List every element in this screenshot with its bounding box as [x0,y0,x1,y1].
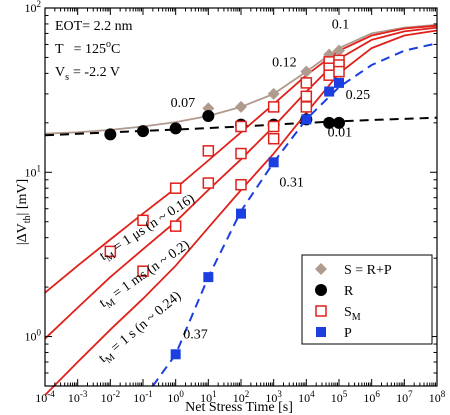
x-tick-label: 100 [167,389,184,405]
y-tick-label: 102 [25,0,42,15]
point-p [236,208,246,219]
point-sm [235,147,247,160]
x-tick-label: 106 [363,389,380,405]
x-tick-label: 105 [331,389,348,405]
axis-ticks [44,7,438,387]
exponent-annotation: 0.07 [171,96,196,111]
legend-marker-sm [315,305,327,317]
point-r [323,116,336,129]
point-p [268,157,279,168]
x-axis-label: Net Stress Time [s] [185,400,293,415]
x-tick-label: 10-4 [35,389,55,405]
legend-label-sm: SM [344,305,361,323]
point-sm [235,120,247,133]
conditions-block: EOT= 2.2 nm T = 125oC Vs = -2.2 V [55,19,133,83]
x-tick-label: 10-2 [101,389,121,405]
point-p [324,86,335,97]
point-sm [267,101,280,113]
legend-label-s-rp: S = R+P [344,263,392,278]
point-sm [104,245,117,258]
x-tick-label: 104 [298,389,315,405]
exponent-annotation: 0.1 [332,18,350,33]
point-sm [267,132,280,145]
x-tick-label: 103 [265,389,282,405]
x-tick-label: 10-3 [68,389,88,405]
point-s-rp [300,65,313,78]
point-sm [202,145,215,157]
legend: S = R+P R SM P [301,254,433,345]
vs-condition: Vs = -2.2 V [55,65,120,83]
point-sm [169,182,182,194]
point-r [137,125,149,138]
legend-label-r: R [344,284,354,299]
point-p [203,272,214,283]
y-tick-label: 100 [25,328,42,344]
y-axis-label: |ΔVth| [mV] [15,179,33,245]
legend-label-p: P [344,326,352,341]
point-sm [333,65,345,78]
point-sm [300,101,313,113]
point-p [170,349,181,360]
exponent-annotation: 0.31 [279,175,304,190]
fit-p [151,42,438,387]
point-sm [137,214,149,227]
point-r [202,110,215,123]
point-sm [300,77,313,89]
point-sm [202,177,215,189]
eot-condition: EOT= 2.2 nm [55,19,133,34]
y-tick-label: 101 [25,163,42,179]
point-sm [323,69,335,81]
x-tick-label: 102 [233,389,250,405]
point-s-rp [267,87,280,100]
point-sm [169,220,182,232]
point-p [334,77,344,88]
point-sm [300,90,313,103]
point-s-rp [333,44,345,57]
exponent-annotation: 0.25 [346,88,371,103]
point-sm [235,178,247,191]
point-s-rp [235,100,247,113]
exponent-annotation: 0.12 [272,56,297,71]
fit-sm-1us [44,24,438,294]
exponent-annotation: 0.01 [328,126,353,141]
temperature-condition: T = 125oC [55,39,120,57]
point-sm [267,120,280,133]
point-r [333,116,345,129]
data-points [104,44,345,360]
point-r [104,128,117,141]
point-r [169,122,182,135]
x-tick-label: 10-1 [133,389,153,405]
point-p [301,114,312,125]
legend-marker-p [316,327,326,337]
legend-marker-s-rp [315,263,327,275]
tick-labels: 10-4 10-3 10-2 10-1 100 101 102 103 104 105 106 107… [25,0,446,405]
x-tick-label: 107 [396,389,413,405]
legend-marker-r [315,284,327,296]
exponent-annotations: 0.07 0.12 0.1 0.25 0.01 0.31 0.37 [171,18,371,343]
x-tick-label: 101 [200,389,217,405]
exponent-annotation: 0.37 [183,328,208,343]
x-tick-label: 108 [429,389,446,405]
point-sm [137,265,149,277]
